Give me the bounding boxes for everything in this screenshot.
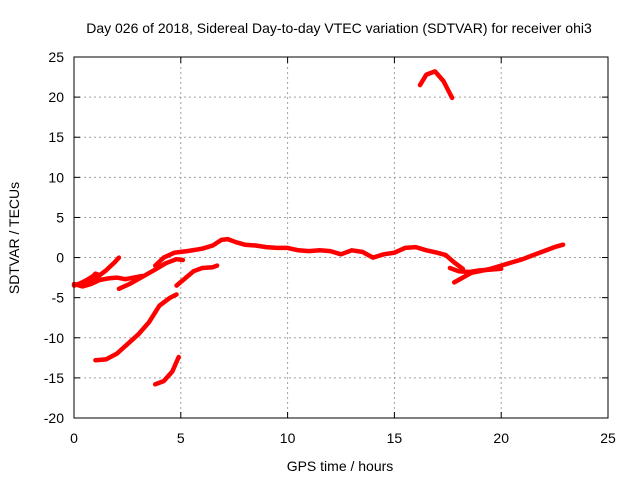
x-tick-label: 15: [387, 430, 403, 446]
y-tick-label: -15: [44, 370, 64, 386]
y-tick-label: 15: [48, 129, 64, 145]
x-axis-label: GPS time / hours: [287, 458, 394, 474]
series-line-arc-g: [447, 265, 504, 275]
plot-frame: [73, 56, 609, 419]
y-tick-label: 5: [56, 209, 64, 225]
x-tick-label: 10: [280, 430, 296, 446]
series-line-arc-k: [417, 69, 455, 101]
y-tick-label: -10: [44, 330, 64, 346]
series-line-arc-d: [116, 256, 186, 292]
x-tick-label: 25: [600, 430, 616, 446]
y-tick-label: 0: [56, 250, 64, 266]
y-tick-label: 20: [48, 89, 64, 105]
series-line-arc-h: [93, 292, 179, 363]
x-tick-label: 0: [70, 430, 78, 446]
series-group: [71, 69, 566, 387]
chart-title: Day 026 of 2018, Sidereal Day-to-day VTE…: [86, 20, 592, 36]
series-line-arc-i: [174, 263, 220, 288]
y-tick-label: 25: [48, 49, 64, 65]
x-tick-label: 20: [493, 430, 509, 446]
y-tick-label: -5: [52, 290, 65, 306]
series-line-arc-b: [71, 273, 145, 289]
y-axis-label: SDTVAR / TECUs: [6, 182, 22, 294]
series-line-arc-e: [152, 236, 466, 272]
tick-labels: 0 5 10 15 20 25 -20 -15 -10 -5 0 5 10 15 20 25: [44, 49, 616, 446]
series-line-arc-c: [82, 255, 122, 284]
x-tick-label: 5: [177, 430, 185, 446]
y-tick-label: -20: [44, 410, 64, 426]
y-tick-label: 10: [48, 169, 64, 185]
grid-lines: [74, 57, 608, 418]
axis-ticks: [73, 56, 609, 419]
series-line-arc-j: [152, 354, 181, 387]
